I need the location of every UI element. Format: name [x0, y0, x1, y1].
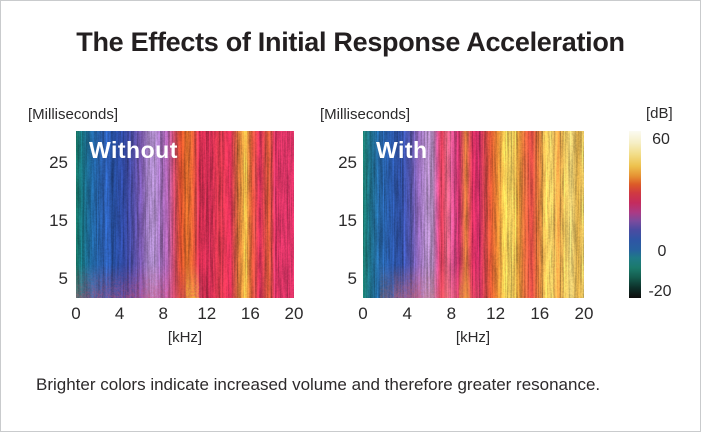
y-tick: 5 — [347, 269, 357, 288]
page-title: The Effects of Initial Response Accelera… — [76, 27, 625, 57]
y-axis-unit-label-left: [Milliseconds] — [28, 106, 119, 123]
y-tick: 25 — [49, 153, 68, 172]
x-axis-unit-label-left: [kHz] — [167, 329, 203, 346]
x-tick: 8 — [158, 304, 168, 323]
x-tick: 20 — [574, 304, 594, 323]
spectrogram-with-label: With — [376, 137, 428, 163]
colorbar-tick: -20 — [648, 283, 672, 300]
x-tick: 16 — [240, 304, 260, 323]
y-tick: 15 — [338, 211, 357, 230]
colorbar-gradient — [629, 131, 641, 298]
colorbar-unit-label: [dB] — [646, 105, 673, 122]
y-tick: 15 — [49, 211, 68, 230]
spectrogram-without-label: Without — [89, 137, 178, 163]
y-axis-unit-label-right: [Milliseconds] — [320, 106, 411, 123]
x-tick: 8 — [446, 304, 457, 323]
x-tick: 20 — [284, 304, 304, 323]
colorbar-tick: 60 — [652, 131, 670, 148]
y-tick: 5 — [58, 269, 68, 288]
x-tick: 0 — [71, 304, 81, 323]
y-tick: 25 — [338, 153, 357, 172]
x-tick: 12 — [197, 304, 217, 323]
x-axis-unit-label-right: [kHz] — [455, 329, 491, 346]
spectrogram-without — [76, 131, 294, 298]
spectrogram-with — [363, 131, 584, 298]
x-tick: 4 — [402, 304, 412, 323]
x-tick: 4 — [114, 304, 125, 323]
colorbar-tick: 0 — [657, 243, 667, 260]
x-tick: 16 — [530, 304, 550, 323]
figure-caption: Brighter colors indicate increased volum… — [36, 375, 601, 394]
x-tick: 12 — [486, 304, 506, 323]
x-tick: 0 — [358, 304, 368, 323]
